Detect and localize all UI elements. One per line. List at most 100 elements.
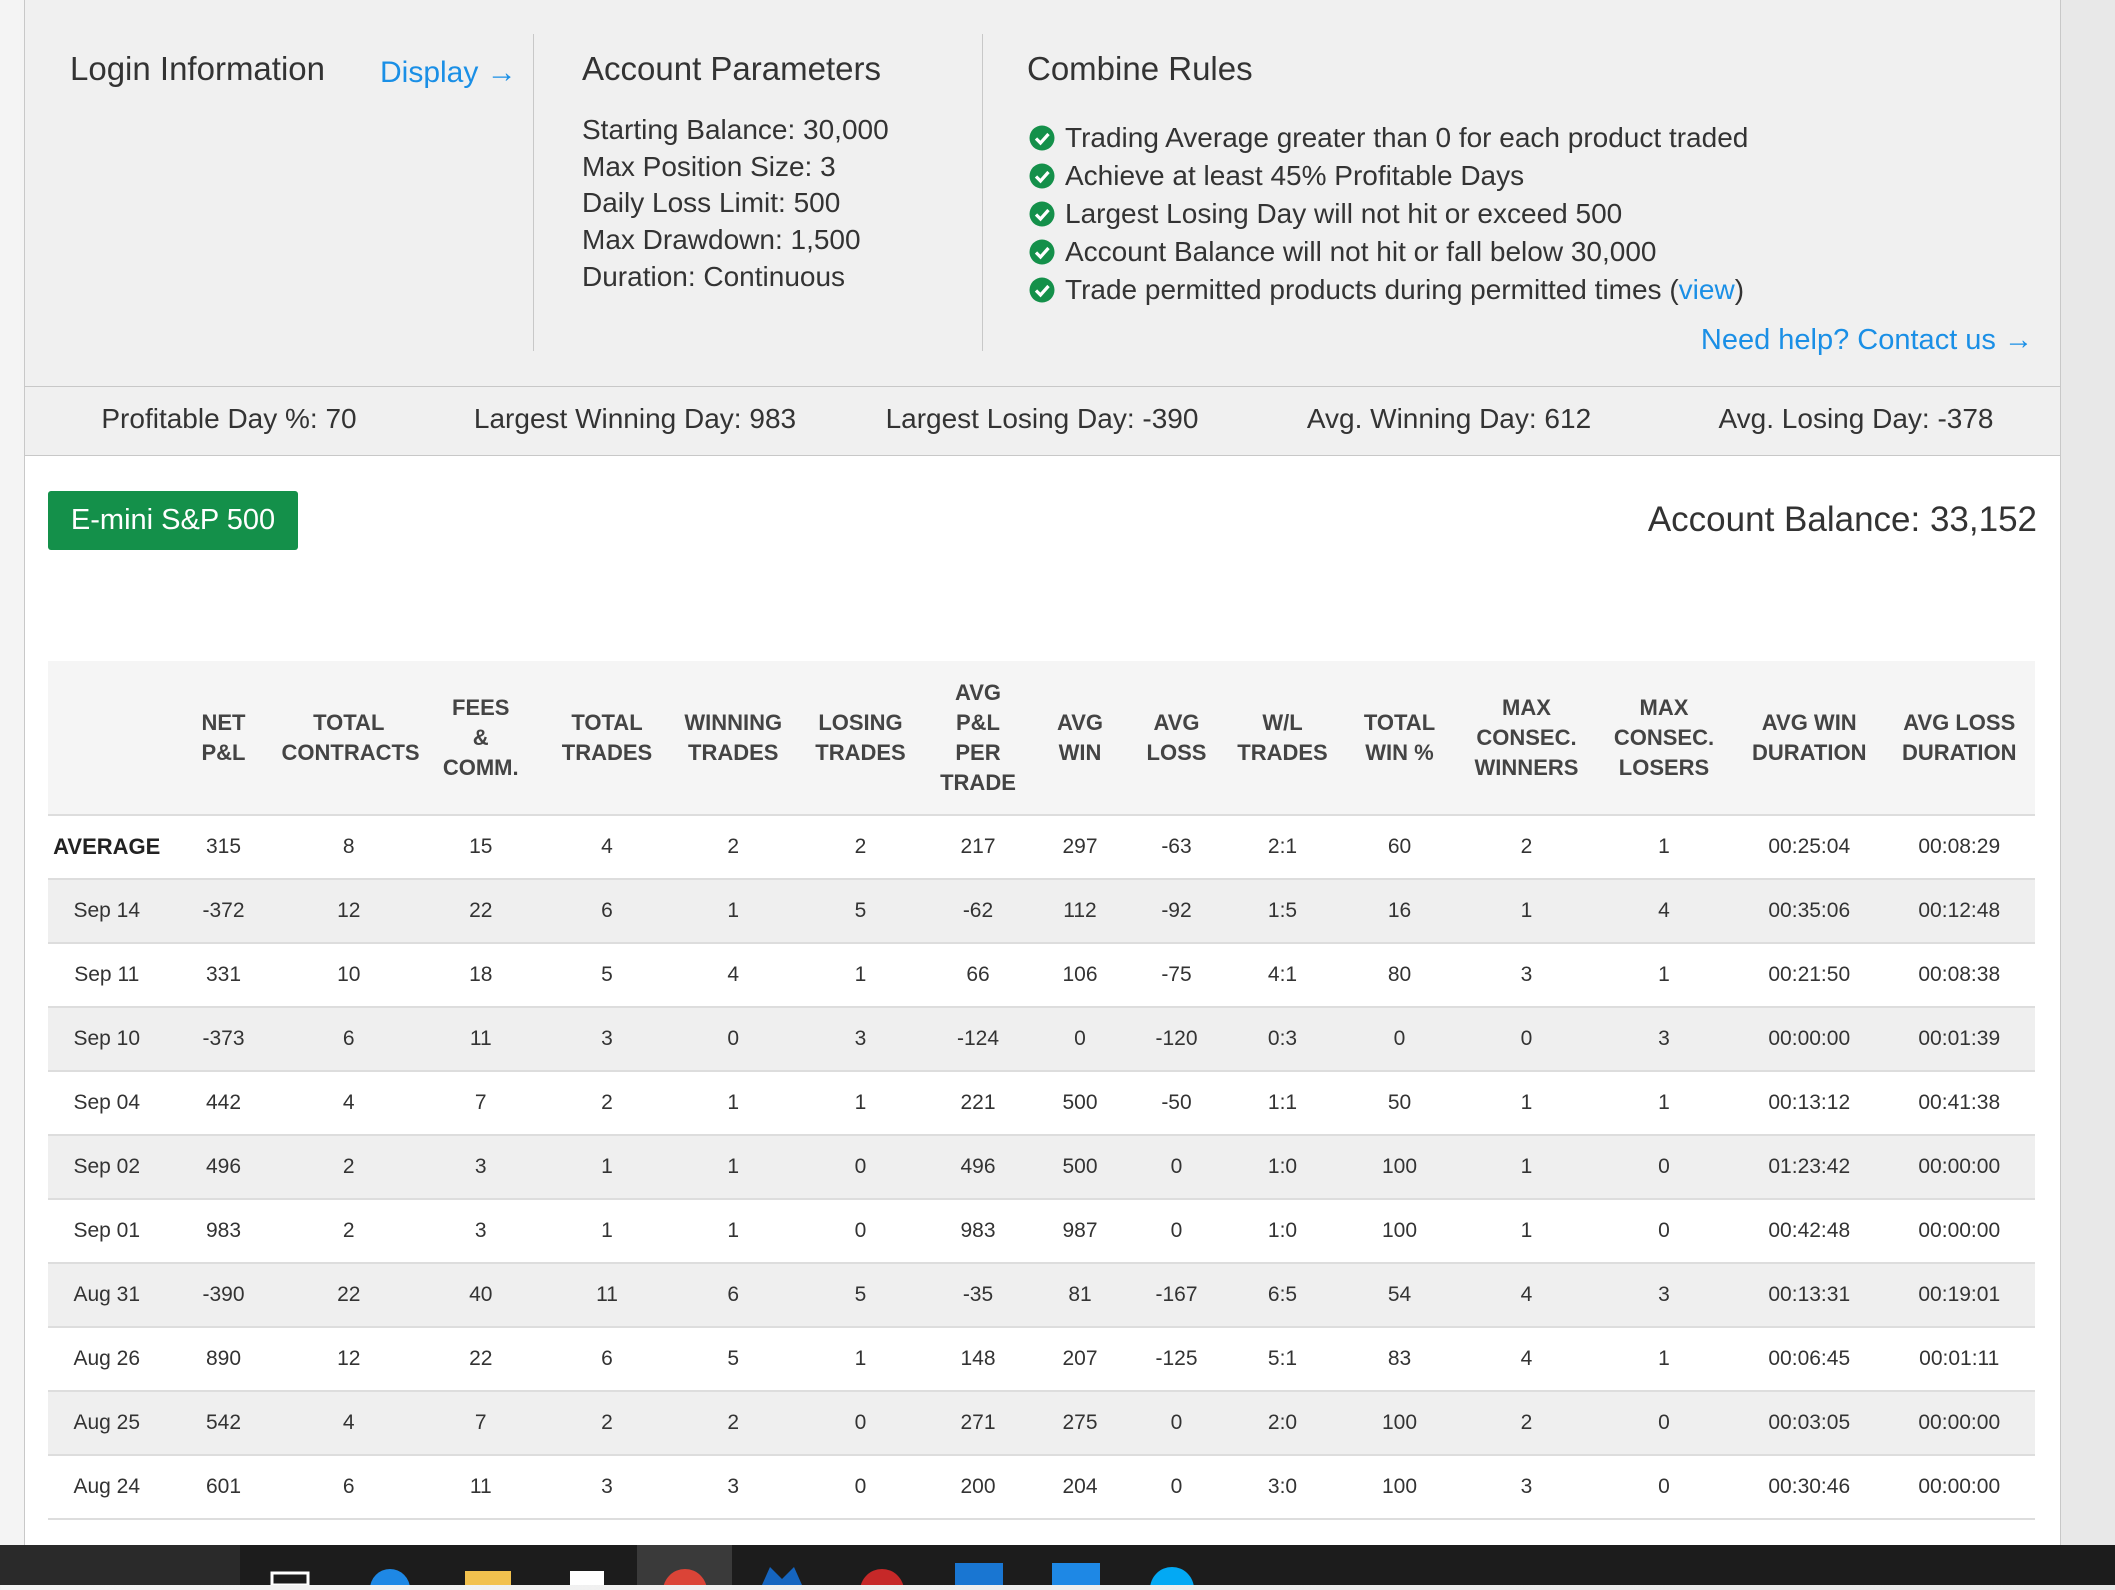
- cell: 1: [798, 1327, 923, 1392]
- cell: 1: [545, 1199, 669, 1264]
- cell: 1: [1593, 815, 1735, 880]
- cell: 500: [1033, 1135, 1127, 1200]
- check-mark: [1034, 170, 1050, 184]
- cell: 3: [1593, 1007, 1735, 1072]
- header-cell: AVG P&L PER TRADE: [923, 661, 1033, 816]
- row-label: AVERAGE: [48, 815, 166, 880]
- stat: Avg. Losing Day: -378: [1718, 403, 1994, 434]
- cell: 7: [416, 1391, 546, 1456]
- cell: 496: [165, 1135, 282, 1200]
- cell: -75: [1127, 943, 1226, 1008]
- cell: 7: [416, 1071, 546, 1136]
- cell: 2: [1460, 1391, 1593, 1456]
- cell: 148: [923, 1327, 1033, 1392]
- cell: 83: [1339, 1327, 1460, 1392]
- help-link[interactable]: Need help? Contact us →: [1700, 324, 2033, 356]
- header-line: TOTAL: [313, 709, 385, 735]
- check-circle: [1029, 125, 1055, 151]
- header-line: WIN %: [1365, 739, 1434, 765]
- parameter: Duration: Continuous: [582, 260, 846, 292]
- cell: 15: [416, 815, 546, 880]
- cell: 8: [281, 815, 416, 880]
- check-icon: [1029, 125, 1055, 151]
- stat: Avg. Winning Day: 612: [1306, 403, 1592, 434]
- stat: Largest Losing Day: -390: [885, 403, 1199, 434]
- row-label: Sep 02: [48, 1135, 166, 1200]
- cell: 1: [1593, 1327, 1735, 1392]
- cell: 3: [1460, 1455, 1593, 1520]
- header-line: P&L: [956, 709, 1000, 735]
- cell: 1: [798, 943, 923, 1008]
- cell: 00:21:50: [1735, 943, 1884, 1008]
- header-cell: AVG WIN: [1033, 661, 1127, 816]
- cell: 12: [281, 879, 416, 944]
- cell: 00:25:04: [1735, 815, 1884, 880]
- cell: 0: [1460, 1007, 1593, 1072]
- check-circle: [1029, 201, 1055, 227]
- cell: 0: [798, 1135, 923, 1200]
- cell: 2: [798, 815, 923, 880]
- cell: 5: [798, 879, 923, 944]
- results-table: NET P&L TOTAL CONTRACTS FEES & COMM. TOTAL TRADE…: [48, 661, 2035, 1520]
- cell: 2: [545, 1391, 669, 1456]
- cell: 00:30:46: [1735, 1455, 1884, 1520]
- cell: 0: [1593, 1455, 1735, 1520]
- cell: 221: [923, 1071, 1033, 1136]
- cell: 1: [1460, 1199, 1593, 1264]
- cell: 5: [798, 1263, 923, 1328]
- header-cell: MAX CONSEC. WINNERS: [1460, 661, 1593, 816]
- cell: -62: [923, 879, 1033, 944]
- display-link[interactable]: Display →: [380, 56, 517, 89]
- cell: 00:41:38: [1883, 1071, 2035, 1136]
- check-circle: [1029, 277, 1055, 303]
- rules-title: Combine Rules: [1027, 50, 1253, 87]
- cell: 331: [165, 943, 282, 1008]
- cell: 315: [165, 815, 282, 880]
- cell: 100: [1339, 1391, 1460, 1456]
- cell: 100: [1339, 1199, 1460, 1264]
- product-button[interactable]: E-mini S&P 500: [48, 491, 298, 550]
- cell: 0: [1339, 1007, 1460, 1072]
- cell: 1: [668, 1135, 798, 1200]
- cell: 100: [1339, 1455, 1460, 1520]
- cell: 00:00:00: [1735, 1007, 1884, 1072]
- cell: 987: [1033, 1199, 1127, 1264]
- cell: 00:00:00: [1883, 1135, 2035, 1200]
- header-cell: LOSING TRADES: [798, 661, 923, 816]
- stats-bar: Profitable Day %: 70 Largest Winning Day:…: [25, 387, 2060, 456]
- cell: 0: [798, 1199, 923, 1264]
- row-label: Sep 01: [48, 1199, 166, 1264]
- cell: 3: [416, 1199, 546, 1264]
- header-line: WINNERS: [1474, 754, 1579, 780]
- header-line: CONTRACTS: [281, 739, 420, 765]
- header-line: WIN: [1058, 739, 1102, 765]
- cell: 3: [545, 1007, 669, 1072]
- cell: 5:1: [1226, 1327, 1339, 1392]
- cell: 106: [1033, 943, 1127, 1008]
- cell: 2: [668, 815, 798, 880]
- cell: 40: [416, 1263, 546, 1328]
- header-line: TOTAL: [1363, 709, 1436, 735]
- rule-text: Largest Losing Day will not hit or excee…: [1065, 198, 1623, 229]
- header-cell: AVG LOSS: [1127, 661, 1226, 816]
- cell: 0: [798, 1391, 923, 1456]
- cell: 54: [1339, 1263, 1460, 1328]
- cell: 1: [668, 1071, 798, 1136]
- cell: 50: [1339, 1071, 1460, 1136]
- header-line: AVG LOSS: [1903, 709, 2016, 735]
- rule-text: ): [1734, 274, 1745, 305]
- cell: 5: [668, 1327, 798, 1392]
- cell: 112: [1033, 879, 1127, 944]
- cell: 2:1: [1226, 815, 1339, 880]
- rule-link[interactable]: view: [1678, 274, 1735, 305]
- dashboard: Login Information Display → Account Para…: [24, 0, 2061, 1545]
- cell: -50: [1127, 1071, 1226, 1136]
- rule: Largest Losing Day will not hit or excee…: [1029, 195, 1748, 233]
- header-cell: MAX CONSEC. LOSERS: [1593, 661, 1735, 816]
- check-circle: [1029, 163, 1055, 189]
- cell: 22: [416, 1327, 546, 1392]
- header-line: FEES: [452, 694, 510, 720]
- rule-text: Achieve at least 45% Profitable Days: [1065, 160, 1525, 191]
- rule-text: Trade permitted products during permitte…: [1065, 274, 1679, 305]
